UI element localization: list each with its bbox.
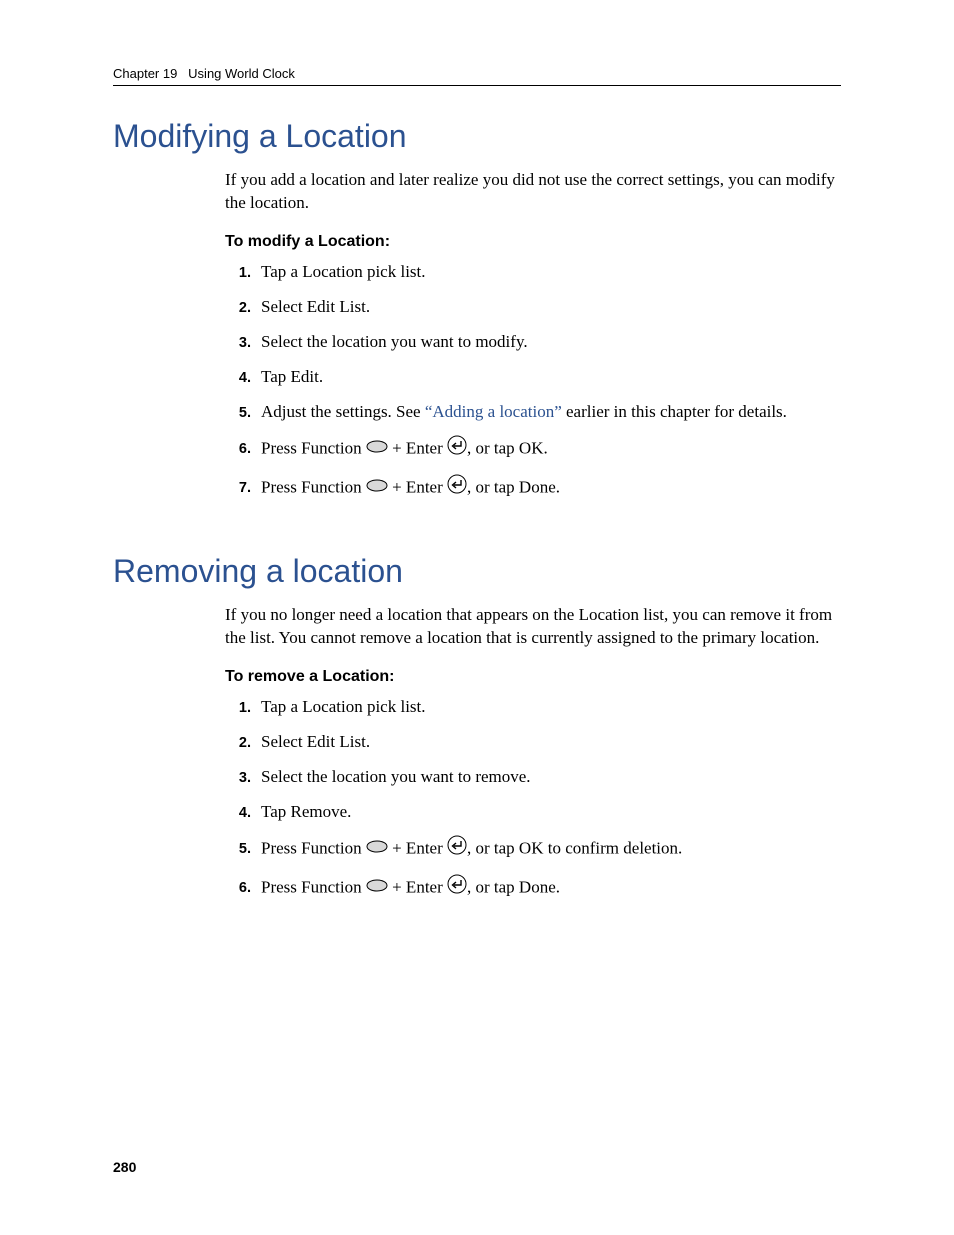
function-key-icon xyxy=(366,437,388,460)
step-text: Tap a Location pick list. xyxy=(261,696,841,719)
step-item: 1.Tap a Location pick list. xyxy=(225,261,841,284)
step-text-span: , or tap Done. xyxy=(467,477,560,496)
step-number: 3. xyxy=(225,769,261,789)
step-text-span: Select the location you want to modify. xyxy=(261,332,528,351)
step-text: Press Function + Enter , or tap Done. xyxy=(261,875,841,902)
step-text: Press Function + Enter , or tap OK. xyxy=(261,436,841,463)
step-item: 1.Tap a Location pick list. xyxy=(225,696,841,719)
step-number: 2. xyxy=(225,734,261,754)
chapter-label: Chapter 19 xyxy=(113,66,177,81)
step-item: 2.Select Edit List. xyxy=(225,731,841,754)
step-text: Press Function + Enter , or tap Done. xyxy=(261,475,841,502)
step-list: 1.Tap a Location pick list.2.Select Edit… xyxy=(225,696,841,902)
step-text-span: + Enter xyxy=(388,877,447,896)
section-gap xyxy=(113,525,841,553)
step-number: 1. xyxy=(225,699,261,719)
step-text-span: , or tap OK. xyxy=(467,438,548,457)
step-item: 6.Press Function + Enter , or tap Done. xyxy=(225,875,841,902)
chapter-title: Using World Clock xyxy=(188,66,295,81)
step-text-span: + Enter xyxy=(388,477,447,496)
function-key-icon xyxy=(366,476,388,499)
step-item: 3.Select the location you want to remove… xyxy=(225,766,841,789)
step-text-span: Press Function xyxy=(261,438,366,457)
procedure-subhead: To modify a Location: xyxy=(225,233,841,251)
step-number: 3. xyxy=(225,334,261,354)
step-number: 6. xyxy=(225,879,261,899)
step-text-span: Tap a Location pick list. xyxy=(261,697,426,716)
step-text: Tap a Location pick list. xyxy=(261,261,841,284)
cross-reference-link[interactable]: “Adding a location” xyxy=(425,402,562,421)
step-text: Tap Remove. xyxy=(261,801,841,824)
step-text: Select Edit List. xyxy=(261,731,841,754)
step-text: Select Edit List. xyxy=(261,296,841,319)
step-list: 1.Tap a Location pick list.2.Select Edit… xyxy=(225,261,841,502)
step-number: 6. xyxy=(225,440,261,460)
procedure-subhead: To remove a Location: xyxy=(225,668,841,686)
step-text-span: Select Edit List. xyxy=(261,732,370,751)
step-text-span: Select Edit List. xyxy=(261,297,370,316)
step-item: 2.Select Edit List. xyxy=(225,296,841,319)
section-heading: Removing a location xyxy=(113,553,841,590)
step-text: Press Function + Enter , or tap OK to co… xyxy=(261,836,841,863)
enter-key-icon xyxy=(447,835,467,862)
step-text-span: Tap Remove. xyxy=(261,802,351,821)
step-text-span: Tap a Location pick list. xyxy=(261,262,426,281)
section-heading: Modifying a Location xyxy=(113,118,841,155)
step-number: 1. xyxy=(225,264,261,284)
step-number: 7. xyxy=(225,479,261,499)
section-body: If you no longer need a location that ap… xyxy=(225,604,841,902)
running-header: Chapter 19 Using World Clock xyxy=(113,66,841,86)
page: Chapter 19 Using World Clock Modifying a… xyxy=(0,0,954,1235)
step-item: 7.Press Function + Enter , or tap Done. xyxy=(225,475,841,502)
section-intro: If you add a location and later realize … xyxy=(225,169,841,215)
step-number: 2. xyxy=(225,299,261,319)
step-number: 4. xyxy=(225,369,261,389)
function-key-icon xyxy=(366,837,388,860)
page-number: 280 xyxy=(113,1159,136,1175)
step-text-span: Adjust the settings. See xyxy=(261,402,425,421)
step-item: 3.Select the location you want to modify… xyxy=(225,331,841,354)
step-item: 6.Press Function + Enter , or tap OK. xyxy=(225,436,841,463)
step-text-span: Select the location you want to remove. xyxy=(261,767,531,786)
section-body: If you add a location and later realize … xyxy=(225,169,841,501)
function-key-icon xyxy=(366,876,388,899)
step-text: Select the location you want to remove. xyxy=(261,766,841,789)
page-content: Modifying a Location If you add a locatio… xyxy=(113,118,841,926)
step-text-span: Tap Edit. xyxy=(261,367,323,386)
step-number: 5. xyxy=(225,840,261,860)
step-text-span: , or tap OK to confirm deletion. xyxy=(467,838,682,857)
step-text-span: earlier in this chapter for details. xyxy=(562,402,787,421)
enter-key-icon xyxy=(447,474,467,501)
step-text-span: + Enter xyxy=(388,438,447,457)
step-number: 4. xyxy=(225,804,261,824)
enter-key-icon xyxy=(447,435,467,462)
step-text-span: Press Function xyxy=(261,838,366,857)
step-item: 4.Tap Remove. xyxy=(225,801,841,824)
step-text: Adjust the settings. See “Adding a locat… xyxy=(261,401,841,424)
step-text-span: , or tap Done. xyxy=(467,877,560,896)
step-item: 4.Tap Edit. xyxy=(225,366,841,389)
step-text-span: Press Function xyxy=(261,477,366,496)
section-intro: If you no longer need a location that ap… xyxy=(225,604,841,650)
step-text: Select the location you want to modify. xyxy=(261,331,841,354)
step-text-span: Press Function xyxy=(261,877,366,896)
step-text-span: + Enter xyxy=(388,838,447,857)
step-number: 5. xyxy=(225,404,261,424)
enter-key-icon xyxy=(447,874,467,901)
step-item: 5.Adjust the settings. See “Adding a loc… xyxy=(225,401,841,424)
step-text: Tap Edit. xyxy=(261,366,841,389)
step-item: 5.Press Function + Enter , or tap OK to … xyxy=(225,836,841,863)
